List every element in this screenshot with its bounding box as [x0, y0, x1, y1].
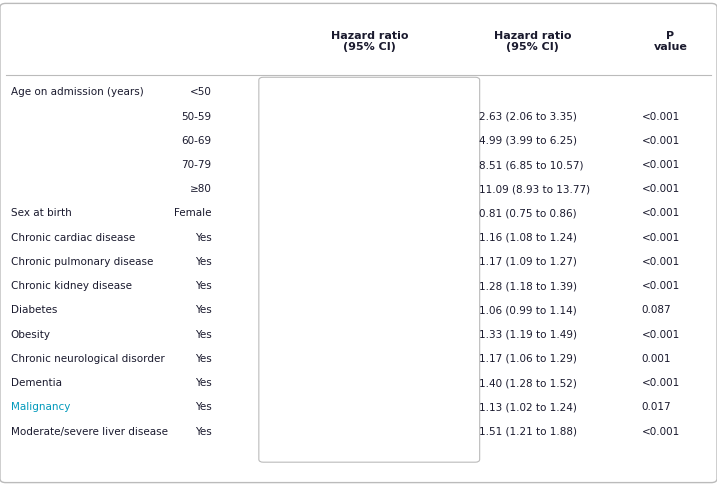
Text: 1.13 (1.02 to 1.24): 1.13 (1.02 to 1.24)	[479, 402, 577, 412]
Text: 60-69: 60-69	[181, 136, 212, 146]
Text: Malignancy: Malignancy	[11, 402, 70, 412]
Text: 1.17 (1.06 to 1.29): 1.17 (1.06 to 1.29)	[479, 354, 577, 364]
Text: <0.001: <0.001	[642, 233, 680, 243]
Text: Yes: Yes	[195, 402, 212, 412]
Text: Yes: Yes	[195, 330, 212, 340]
Text: 1.17 (1.09 to 1.27): 1.17 (1.09 to 1.27)	[479, 257, 577, 267]
Text: 50-59: 50-59	[181, 112, 212, 122]
Text: 1.40 (1.28 to 1.52): 1.40 (1.28 to 1.52)	[479, 378, 577, 388]
Text: ≥80: ≥80	[189, 184, 212, 194]
Text: Chronic kidney disease: Chronic kidney disease	[11, 281, 132, 291]
Text: Female: Female	[174, 208, 212, 219]
Text: <0.001: <0.001	[642, 208, 680, 219]
Text: Yes: Yes	[195, 427, 212, 436]
Text: 0.017: 0.017	[642, 402, 671, 412]
Text: Yes: Yes	[195, 281, 212, 291]
Text: 2.63 (2.06 to 3.35): 2.63 (2.06 to 3.35)	[479, 112, 577, 122]
Text: <0.001: <0.001	[642, 427, 680, 436]
Text: 1.16 (1.08 to 1.24): 1.16 (1.08 to 1.24)	[479, 233, 577, 243]
Text: 1.28 (1.18 to 1.39): 1.28 (1.18 to 1.39)	[479, 281, 577, 291]
Text: Obesity: Obesity	[11, 330, 51, 340]
Text: <0.001: <0.001	[642, 184, 680, 194]
Text: <0.001: <0.001	[642, 136, 680, 146]
Text: Hazard ratio
(95% CI): Hazard ratio (95% CI)	[331, 31, 408, 52]
Text: Chronic neurological disorder: Chronic neurological disorder	[11, 354, 164, 364]
Text: Sex at birth: Sex at birth	[11, 208, 72, 219]
Text: Yes: Yes	[195, 378, 212, 388]
Text: 0.001: 0.001	[642, 354, 671, 364]
Text: Diabetes: Diabetes	[11, 305, 57, 315]
Text: 11.09 (8.93 to 13.77): 11.09 (8.93 to 13.77)	[479, 184, 590, 194]
Text: <0.001: <0.001	[642, 330, 680, 340]
Text: Hazard ratio
(95% CI): Hazard ratio (95% CI)	[494, 31, 571, 52]
Text: Yes: Yes	[195, 305, 212, 315]
Text: <50: <50	[189, 87, 212, 97]
Text: 8.51 (6.85 to 10.57): 8.51 (6.85 to 10.57)	[479, 160, 584, 170]
Text: <0.001: <0.001	[642, 160, 680, 170]
Text: 0.81 (0.75 to 0.86): 0.81 (0.75 to 0.86)	[479, 208, 576, 219]
Text: 70-79: 70-79	[181, 160, 212, 170]
Text: 1.51 (1.21 to 1.88): 1.51 (1.21 to 1.88)	[479, 427, 577, 436]
Text: Age on admission (years): Age on admission (years)	[11, 87, 143, 97]
Text: Yes: Yes	[195, 354, 212, 364]
Text: Yes: Yes	[195, 233, 212, 243]
Text: Moderate/severe liver disease: Moderate/severe liver disease	[11, 427, 168, 436]
Text: 1.33 (1.19 to 1.49): 1.33 (1.19 to 1.49)	[479, 330, 577, 340]
Text: <0.001: <0.001	[642, 112, 680, 122]
Text: 4.99 (3.99 to 6.25): 4.99 (3.99 to 6.25)	[479, 136, 577, 146]
Text: 0.087: 0.087	[642, 305, 671, 315]
Text: Chronic pulmonary disease: Chronic pulmonary disease	[11, 257, 153, 267]
Text: 1.06 (0.99 to 1.14): 1.06 (0.99 to 1.14)	[479, 305, 576, 315]
Text: Dementia: Dementia	[11, 378, 62, 388]
Text: <0.001: <0.001	[642, 378, 680, 388]
Text: <0.001: <0.001	[642, 281, 680, 291]
Text: Chronic cardiac disease: Chronic cardiac disease	[11, 233, 135, 243]
Text: P
value: P value	[653, 31, 688, 52]
Text: Yes: Yes	[195, 257, 212, 267]
Text: <0.001: <0.001	[642, 257, 680, 267]
